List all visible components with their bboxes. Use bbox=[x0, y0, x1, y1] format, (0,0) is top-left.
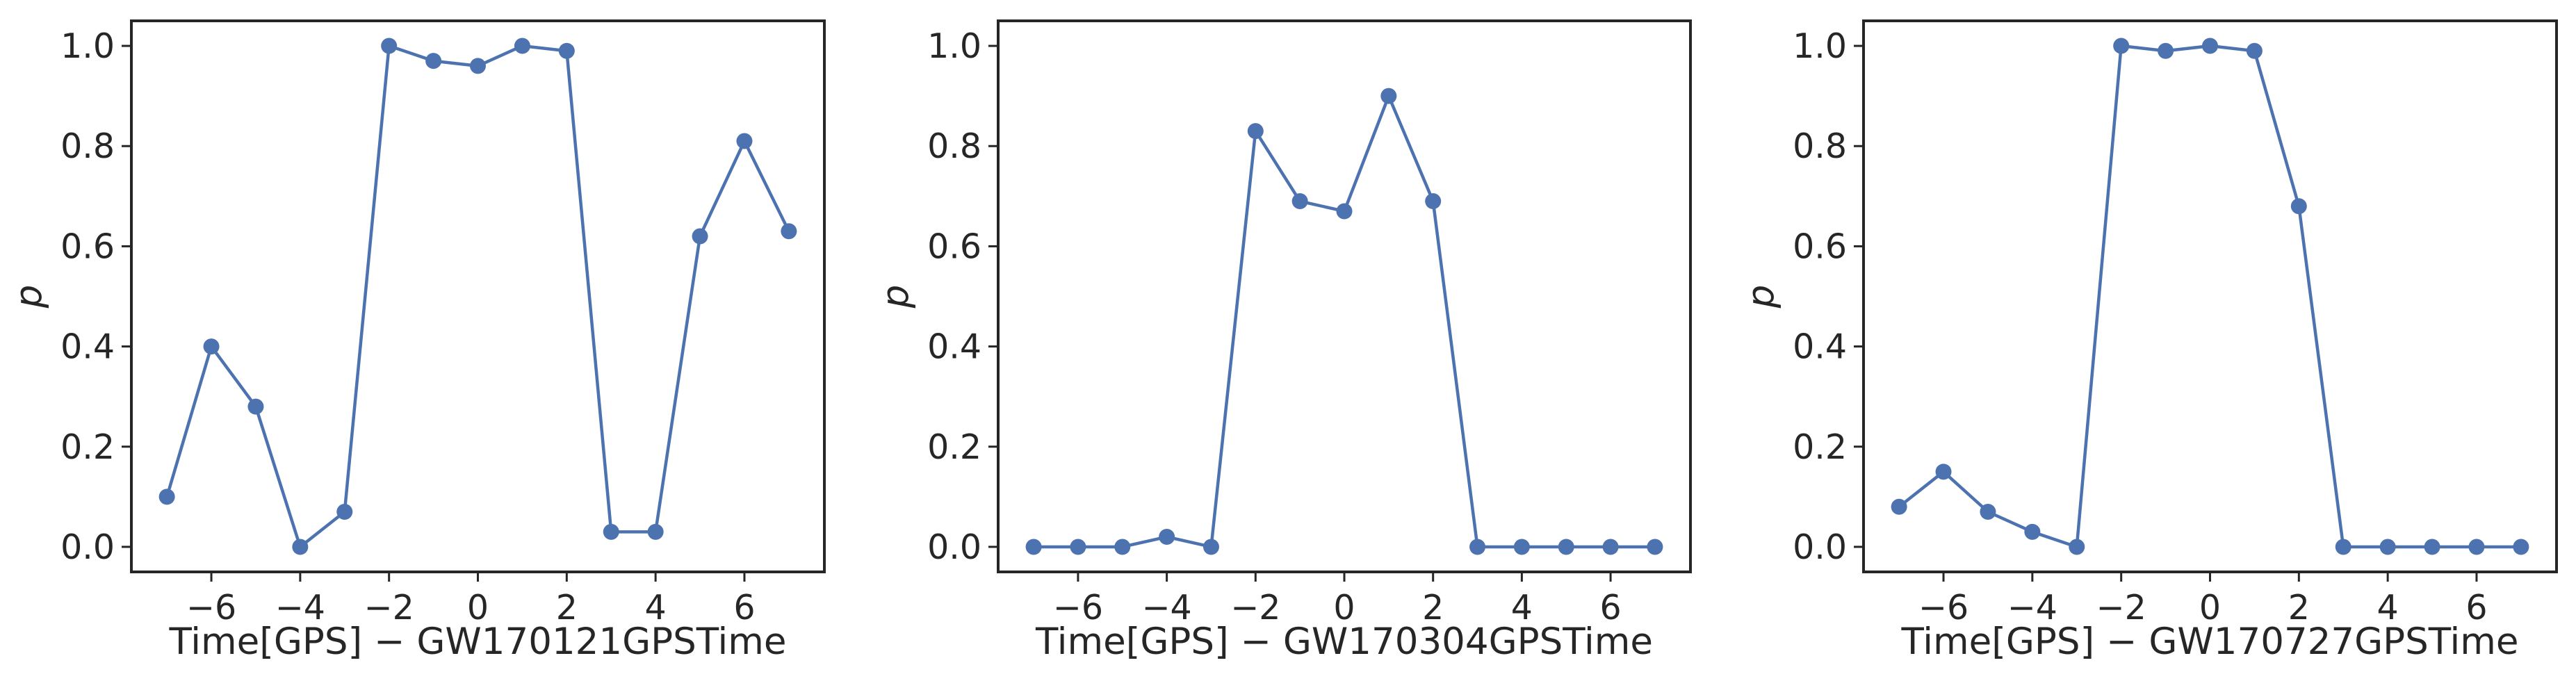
y-tick-label: 0.0 bbox=[927, 527, 981, 567]
y-tick-label: 0.8 bbox=[927, 126, 981, 166]
x-tick-label: −2 bbox=[1230, 588, 1280, 627]
data-point bbox=[514, 38, 530, 54]
data-point bbox=[2335, 539, 2351, 555]
data-point bbox=[247, 398, 264, 415]
data-point bbox=[781, 223, 797, 240]
data-point bbox=[2202, 38, 2218, 54]
data-point bbox=[470, 58, 486, 74]
y-tick-label: 0.0 bbox=[60, 527, 115, 567]
x-tick-label: −4 bbox=[1141, 588, 1191, 627]
data-point bbox=[1425, 193, 1442, 210]
data-point bbox=[1159, 529, 1175, 545]
data-point bbox=[158, 489, 175, 505]
x-axis-label: Time[GPS] − GW170304GPSTime bbox=[1035, 621, 1653, 663]
y-tick-label: 0.8 bbox=[60, 126, 115, 166]
x-tick-label: −6 bbox=[186, 588, 236, 627]
data-point bbox=[1025, 539, 1042, 555]
x-tick-label: −4 bbox=[2007, 588, 2057, 627]
y-tick-label: 0.8 bbox=[1793, 126, 1847, 166]
x-tick-label: 0 bbox=[2199, 588, 2221, 627]
data-point bbox=[1336, 203, 1353, 220]
data-point bbox=[1114, 539, 1131, 555]
x-tick-label: −6 bbox=[1918, 588, 1968, 627]
y-tick-label: 0.2 bbox=[1793, 427, 1847, 467]
chart-panel-2: −6 −4 −2 0 2 4 6 0.0 0.2 0.4 0.6 0.8 1.0 Time[GPS] − … bbox=[874, 19, 1692, 663]
y-axis-label: p bbox=[874, 285, 917, 309]
data-point bbox=[1247, 123, 1264, 140]
y-tick-label: 1.0 bbox=[927, 26, 981, 66]
y-tick-label: 0.6 bbox=[60, 227, 115, 266]
data-point bbox=[2246, 42, 2263, 59]
data-point bbox=[1935, 463, 1952, 480]
data-point bbox=[2379, 539, 2396, 555]
data-point bbox=[292, 539, 309, 555]
x-tick-label: −2 bbox=[364, 588, 414, 627]
data-point bbox=[1203, 539, 1219, 555]
chart-panel-3: −6 −4 −2 0 2 4 6 0.0 0.2 0.4 0.6 0.8 1.0 Time[GPS] − … bbox=[1740, 19, 2558, 663]
x-tick-label: 0 bbox=[1333, 588, 1355, 627]
data-point bbox=[1980, 503, 1996, 520]
y-tick-label: 0.4 bbox=[927, 327, 981, 367]
x-tick-label: 4 bbox=[1511, 588, 1533, 627]
data-point bbox=[1291, 193, 1308, 210]
data-point bbox=[1602, 539, 1619, 555]
x-tick-label: 6 bbox=[1599, 588, 1621, 627]
data-point bbox=[381, 38, 398, 54]
data-point bbox=[2113, 38, 2130, 54]
data-point bbox=[2024, 523, 2041, 540]
x-tick-label: −4 bbox=[275, 588, 325, 627]
y-tick-label: 0.6 bbox=[1793, 227, 1847, 266]
data-point bbox=[1558, 539, 1574, 555]
x-tick-label: 2 bbox=[2288, 588, 2310, 627]
x-axis-label: Time[GPS] − GW170727GPSTime bbox=[1900, 621, 2518, 663]
data-point bbox=[2513, 539, 2529, 555]
x-tick-label: −6 bbox=[1053, 588, 1103, 627]
y-tick-label: 0.4 bbox=[1793, 327, 1847, 367]
x-tick-label: 0 bbox=[467, 588, 489, 627]
y-tick-label: 0.2 bbox=[60, 427, 115, 467]
data-point bbox=[1647, 539, 1663, 555]
y-tick-label: 1.0 bbox=[60, 26, 115, 66]
data-point bbox=[2424, 539, 2440, 555]
data-point bbox=[203, 338, 220, 355]
data-point bbox=[603, 523, 619, 540]
y-axis-label: p bbox=[8, 285, 50, 309]
data-point bbox=[425, 53, 442, 69]
data-point bbox=[692, 228, 708, 245]
x-tick-label: 2 bbox=[1422, 588, 1444, 627]
x-axis-label: Time[GPS] − GW170121GPSTime bbox=[168, 621, 786, 663]
y-axis-label: p bbox=[1740, 285, 1782, 309]
y-tick-label: 1.0 bbox=[1793, 26, 1847, 66]
data-point bbox=[2158, 42, 2174, 59]
x-tick-label: 4 bbox=[2377, 588, 2399, 627]
data-point bbox=[2468, 539, 2485, 555]
chart-panel-1: −6 −4 −2 0 2 4 6 0.0 0.2 0.4 0.6 0.8 1.0 Time[GPS] − … bbox=[8, 19, 826, 663]
y-tick-label: 0.0 bbox=[1793, 527, 1847, 567]
y-tick-label: 0.6 bbox=[927, 227, 981, 266]
data-point bbox=[1891, 498, 1907, 515]
x-tick-label: 4 bbox=[645, 588, 667, 627]
y-tick-label: 0.4 bbox=[60, 327, 115, 367]
x-tick-label: 6 bbox=[2465, 588, 2487, 627]
data-point bbox=[1070, 539, 1086, 555]
data-point bbox=[1469, 539, 1486, 555]
data-point bbox=[647, 523, 664, 540]
data-point bbox=[1513, 539, 1530, 555]
x-tick-label: 6 bbox=[733, 588, 755, 627]
y-tick-label: 0.2 bbox=[927, 427, 981, 467]
x-tick-label: 2 bbox=[556, 588, 578, 627]
data-point bbox=[336, 503, 353, 520]
data-point bbox=[736, 133, 753, 149]
data-point bbox=[2069, 539, 2085, 555]
data-point bbox=[2290, 198, 2307, 215]
x-tick-label: −2 bbox=[2096, 588, 2146, 627]
data-point bbox=[558, 42, 575, 59]
data-point bbox=[1380, 88, 1397, 104]
